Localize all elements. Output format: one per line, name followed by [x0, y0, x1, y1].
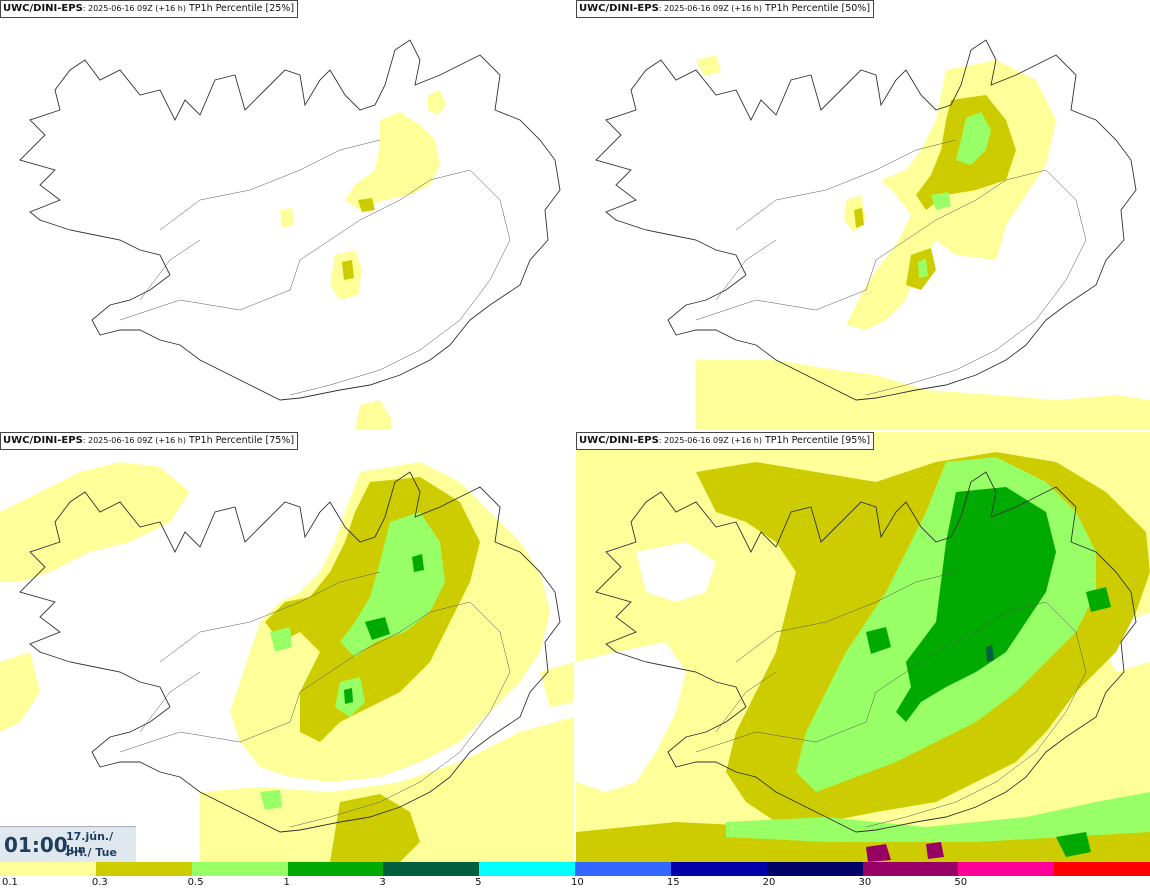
variable-label: TP1h Percentile [25%] — [185, 3, 295, 14]
model-name: UWC/DINI-EPS — [3, 3, 83, 14]
legend-tick-label: 0.1 — [2, 877, 18, 888]
legend-tick-label: 1 — [283, 877, 290, 888]
panel-title: UWC/DINI-EPS: 2025-06-16 09Z (+16 h) TP1… — [0, 0, 299, 18]
precip-map-p95 — [576, 432, 1150, 862]
legend-tick-label: 5 — [475, 877, 482, 888]
legend-tick-label: 20 — [762, 877, 776, 888]
precip-map-p75 — [0, 462, 574, 862]
legend-tick-label: 0.5 — [187, 877, 204, 888]
legend-tick-label: 10 — [571, 877, 584, 888]
map-panel-p25: UWC/DINI-EPS: 2025-06-16 09Z (+16 h) TP1… — [0, 0, 574, 430]
legend-swatch — [575, 862, 672, 876]
legend-tick-label: 50 — [954, 877, 968, 888]
run-time: : 2025-06-16 09Z (+16 h) — [658, 4, 762, 13]
map-panel-p50: UWC/DINI-EPS: 2025-06-16 09Z (+16 h) TP1… — [576, 0, 1150, 430]
model-name: UWC/DINI-EPS — [579, 435, 659, 446]
legend-swatch — [95, 862, 193, 876]
precip-map-p25 — [19, 39, 561, 430]
legend-swatch — [670, 862, 768, 876]
legend-swatch — [766, 862, 863, 876]
valid-time: 01:00 — [4, 833, 68, 857]
run-time: : 2025-06-16 09Z (+16 h) — [658, 436, 762, 445]
run-time: : 2025-06-16 09Z (+16 h) — [82, 4, 186, 13]
panel-title: UWC/DINI-EPS: 2025-06-16 09Z (+16 h) TP1… — [576, 432, 875, 450]
panel-title: UWC/DINI-EPS: 2025-06-16 09Z (+16 h) TP1… — [0, 432, 299, 450]
legend-swatch — [383, 862, 480, 876]
legend-swatch — [958, 862, 1055, 876]
variable-label: TP1h Percentile [50%] — [761, 3, 871, 14]
coastline — [19, 39, 561, 401]
legend-swatch — [0, 862, 97, 876]
legend-swatch — [191, 862, 288, 876]
map-panel-p95: UWC/DINI-EPS: 2025-06-16 09Z (+16 h) TP1… — [576, 432, 1150, 862]
run-time: : 2025-06-16 09Z (+16 h) — [82, 436, 186, 445]
variable-label: TP1h Percentile [95%] — [761, 435, 871, 446]
precip-map-p50 — [595, 39, 1150, 430]
legend-tick-label: 15 — [666, 877, 680, 888]
legend-tick-label: 3 — [379, 877, 386, 888]
legend-tick-label: 30 — [858, 877, 872, 888]
precip-fill — [280, 90, 446, 430]
valid-time-box: 01:00 17.jún./ Jun Þri./ Tue — [0, 826, 136, 863]
panel-title: UWC/DINI-EPS: 2025-06-16 09Z (+16 h) TP1… — [576, 0, 875, 18]
legend-swatch — [287, 862, 384, 876]
color-legend: 0.1 0.3 0.5 1 3 5 10 15 20 30 50 — [0, 862, 1150, 891]
model-name: UWC/DINI-EPS — [3, 435, 83, 446]
valid-weekday: Þri./ Tue — [66, 846, 117, 859]
legend-tick-label: 0.3 — [91, 877, 108, 888]
roads — [119, 139, 511, 396]
map-panel-p75: UWC/DINI-EPS: 2025-06-16 09Z (+16 h) TP1… — [0, 432, 574, 862]
legend-swatch — [862, 862, 959, 876]
legend-swatch — [1054, 862, 1150, 876]
variable-label: TP1h Percentile [75%] — [185, 435, 295, 446]
valid-date: 17.jún./ Jun — [66, 830, 114, 856]
legend-swatch — [479, 862, 576, 876]
model-name: UWC/DINI-EPS — [579, 3, 659, 14]
panel-divider-horizontal — [0, 430, 1150, 432]
